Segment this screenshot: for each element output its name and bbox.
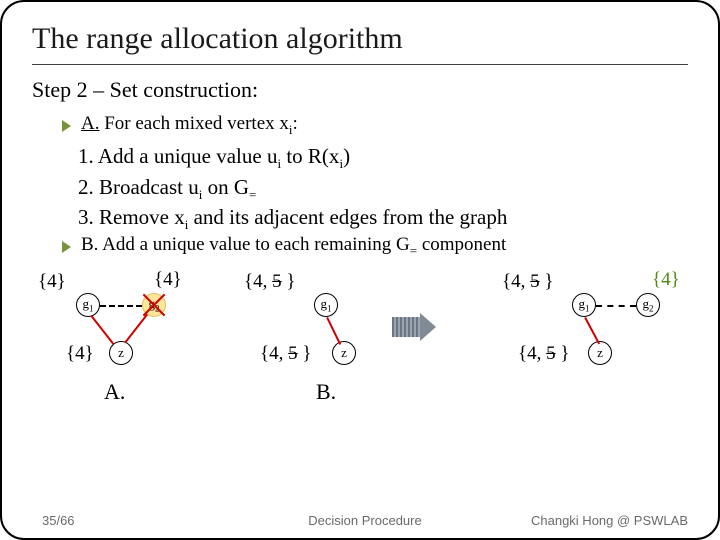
set-c-g2: {4}: [652, 269, 680, 291]
node-c-z: z: [588, 341, 612, 365]
node-c-g2: g2: [636, 293, 660, 317]
set-a-g2: {4}: [154, 269, 182, 291]
footer-right: Changki Hong @ PSWLAB: [531, 513, 688, 528]
triangle-bullet-icon: [62, 241, 71, 253]
bullet-b: B. Add a unique value to each remaining …: [62, 234, 688, 259]
edge-b-g1-z: [326, 317, 341, 345]
set-c-z: {4, 5 }: [518, 343, 570, 365]
panel-a-label: A.: [104, 379, 125, 405]
footer-center: Decision Procedure: [308, 513, 421, 528]
slide-frame: The range allocation algorithm Step 2 – …: [0, 0, 720, 540]
num-item-1: 1. Add a unique value ui to R(xi): [78, 142, 688, 173]
slide-title: The range allocation algorithm: [32, 22, 688, 65]
arrow-icon: [392, 315, 436, 339]
bullet-b-label: B.: [81, 234, 98, 255]
num-item-3: 3. Remove xi and its adjacent edges from…: [78, 203, 688, 234]
bullet-a-text: A. For each mixed vertex xi:: [81, 113, 298, 138]
edge-c-g1-g2: [596, 305, 636, 307]
set-b-z: {4, 5 }: [260, 343, 312, 365]
edge-a-g1-z: [90, 315, 114, 345]
bullet-a-label: A.: [81, 113, 99, 134]
set-c-g1: {4, 5 }: [502, 271, 554, 293]
bullet-a: A. For each mixed vertex xi:: [62, 113, 688, 138]
edge-a-g2-z: [124, 314, 148, 344]
triangle-bullet-icon: [62, 120, 71, 132]
num-item-2: 2. Broadcast ui on G=: [78, 173, 688, 204]
node-b-g1: g1: [314, 293, 338, 317]
set-a-z: {4}: [66, 343, 94, 365]
bullet-b-text: B. Add a unique value to each remaining …: [81, 234, 506, 259]
slide-number: 35/66: [42, 513, 75, 528]
set-b-g1: {4, 5 }: [244, 271, 296, 293]
edge-c-g1-z: [584, 317, 600, 344]
footer: 35/66 Decision Procedure Changki Hong @ …: [42, 513, 688, 528]
edge-a-g1-g2: [100, 305, 142, 307]
node-a-g1: g1: [76, 293, 100, 317]
step-heading: Step 2 – Set construction:: [32, 77, 688, 103]
panel-b-label: B.: [316, 379, 336, 405]
diagram-area: g1 g2 z {4} {4} {4} A. g1 z {4, 5 } {4, …: [32, 267, 688, 447]
set-a-g1: {4}: [38, 271, 66, 293]
node-c-g1: g1: [572, 293, 596, 317]
numbered-list: 1. Add a unique value ui to R(xi) 2. Bro…: [78, 142, 688, 234]
node-b-z: z: [332, 341, 356, 365]
